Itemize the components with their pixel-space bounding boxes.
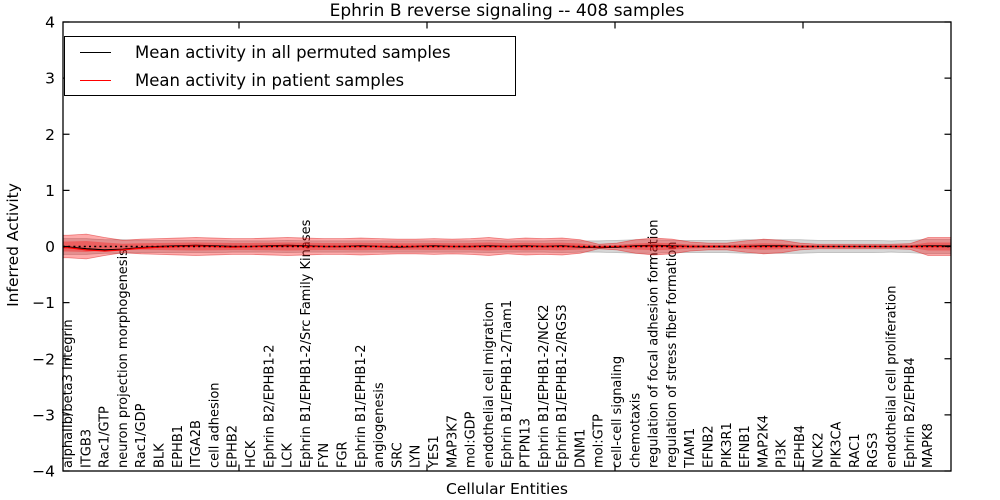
- x-category-label: EFNB1: [738, 425, 753, 468]
- black-line-swatch: [80, 51, 111, 53]
- legend-label: Mean activity in all permuted samples: [135, 42, 451, 62]
- x-category-label: RGS3: [866, 432, 881, 468]
- x-category-label: LYN: [409, 445, 424, 468]
- x-category-label: Ephrin B1/EPHB1-2/Src Family Kinases: [299, 219, 314, 468]
- x-category-label: cell adhesion: [207, 382, 222, 468]
- x-category-label: cell-cell signaling: [610, 356, 625, 468]
- x-category-label: ITGB3: [79, 429, 94, 468]
- y-tick-label: −3: [32, 406, 55, 424]
- y-tick-label: 2: [45, 126, 55, 144]
- x-category-label: mol:GDP: [464, 411, 479, 468]
- chart-title: Ephrin B reverse signaling -- 408 sample…: [329, 1, 685, 21]
- x-category-label: EPHB4: [793, 425, 808, 468]
- x-category-label: MAPK8: [921, 423, 936, 468]
- x-category-label: HCK: [244, 440, 259, 468]
- legend-item-permuted: Mean activity in all permuted samples: [65, 42, 515, 63]
- x-category-label: MAP2K4: [756, 415, 771, 468]
- y-tick-label: −2: [32, 350, 55, 368]
- x-category-label: EFNB2: [702, 425, 717, 468]
- x-category-label: FGR: [336, 441, 351, 468]
- legend-item-patient: Mean activity in patient samples: [65, 70, 515, 91]
- x-axis-label: Cellular Entities: [446, 480, 568, 498]
- x-category-label: PI3K: [775, 439, 790, 468]
- x-category-label: angiogenesis: [372, 382, 387, 468]
- y-tick-label: 1: [45, 182, 55, 200]
- x-category-label: DNM1: [573, 429, 588, 468]
- x-category-label: PIK3R1: [720, 422, 735, 468]
- x-category-label: Rac1/GTP: [98, 406, 113, 468]
- x-category-label: EPHB2: [226, 425, 241, 468]
- x-category-label: chemotaxis: [628, 393, 643, 468]
- x-category-label: endothelial cell proliferation: [885, 286, 900, 469]
- x-category-label: PIK3CA: [830, 421, 845, 468]
- x-category-label: LCK: [281, 443, 296, 468]
- x-category-label: YES1: [427, 435, 442, 469]
- red-line-swatch: [80, 79, 111, 81]
- y-tick-label: −4: [32, 463, 55, 481]
- x-category-label: Ephrin B1/EPHB1-2/Tiam1: [500, 300, 515, 468]
- x-category-label: neuron projection morphogenesis: [116, 249, 131, 468]
- x-category-label: Ephrin B1/EPHB1-2/NCK2: [537, 304, 552, 468]
- x-category-label: SRC: [390, 442, 405, 468]
- x-category-label: NCK2: [811, 432, 826, 468]
- y-tick-label: −1: [32, 294, 55, 312]
- x-category-label: RAC1: [848, 433, 863, 468]
- x-category-label: alphaIIb/beta3 Integrin: [61, 319, 76, 468]
- x-category-label: regulation of focal adhesion formation: [647, 219, 662, 468]
- x-category-label: mol:GTP: [592, 414, 607, 468]
- x-category-label: PTPN13: [519, 418, 534, 468]
- legend-label: Mean activity in patient samples: [135, 70, 405, 90]
- x-category-label: endothelial cell migration: [482, 302, 497, 468]
- x-category-label: Ephrin B1/EPHB1-2: [354, 344, 369, 468]
- y-tick-label: 3: [45, 70, 55, 88]
- y-axis-label: Inferred Activity: [4, 183, 22, 307]
- x-category-label: Ephrin B2/EPHB1-2: [262, 344, 277, 468]
- x-category-label: ITGA2B: [189, 420, 204, 468]
- x-category-label: MAP3K7: [445, 415, 460, 468]
- x-category-label: TIAM1: [683, 428, 698, 469]
- x-category-label: BLK: [153, 443, 168, 468]
- x-category-label: Ephrin B2/EPHB4: [903, 357, 918, 468]
- x-category-label: FYN: [317, 443, 332, 468]
- x-category-label: Rac1/GDP: [134, 403, 149, 468]
- x-category-label: regulation of stress fiber formation: [665, 241, 680, 468]
- legend: Mean activity in all permuted samples Me…: [64, 36, 516, 96]
- x-category-label: EPHB1: [171, 425, 186, 468]
- y-tick-label: 0: [45, 238, 55, 256]
- x-category-label: Ephrin B1/EPHB1-2/RGS3: [555, 304, 570, 468]
- y-tick-label: 4: [45, 14, 55, 32]
